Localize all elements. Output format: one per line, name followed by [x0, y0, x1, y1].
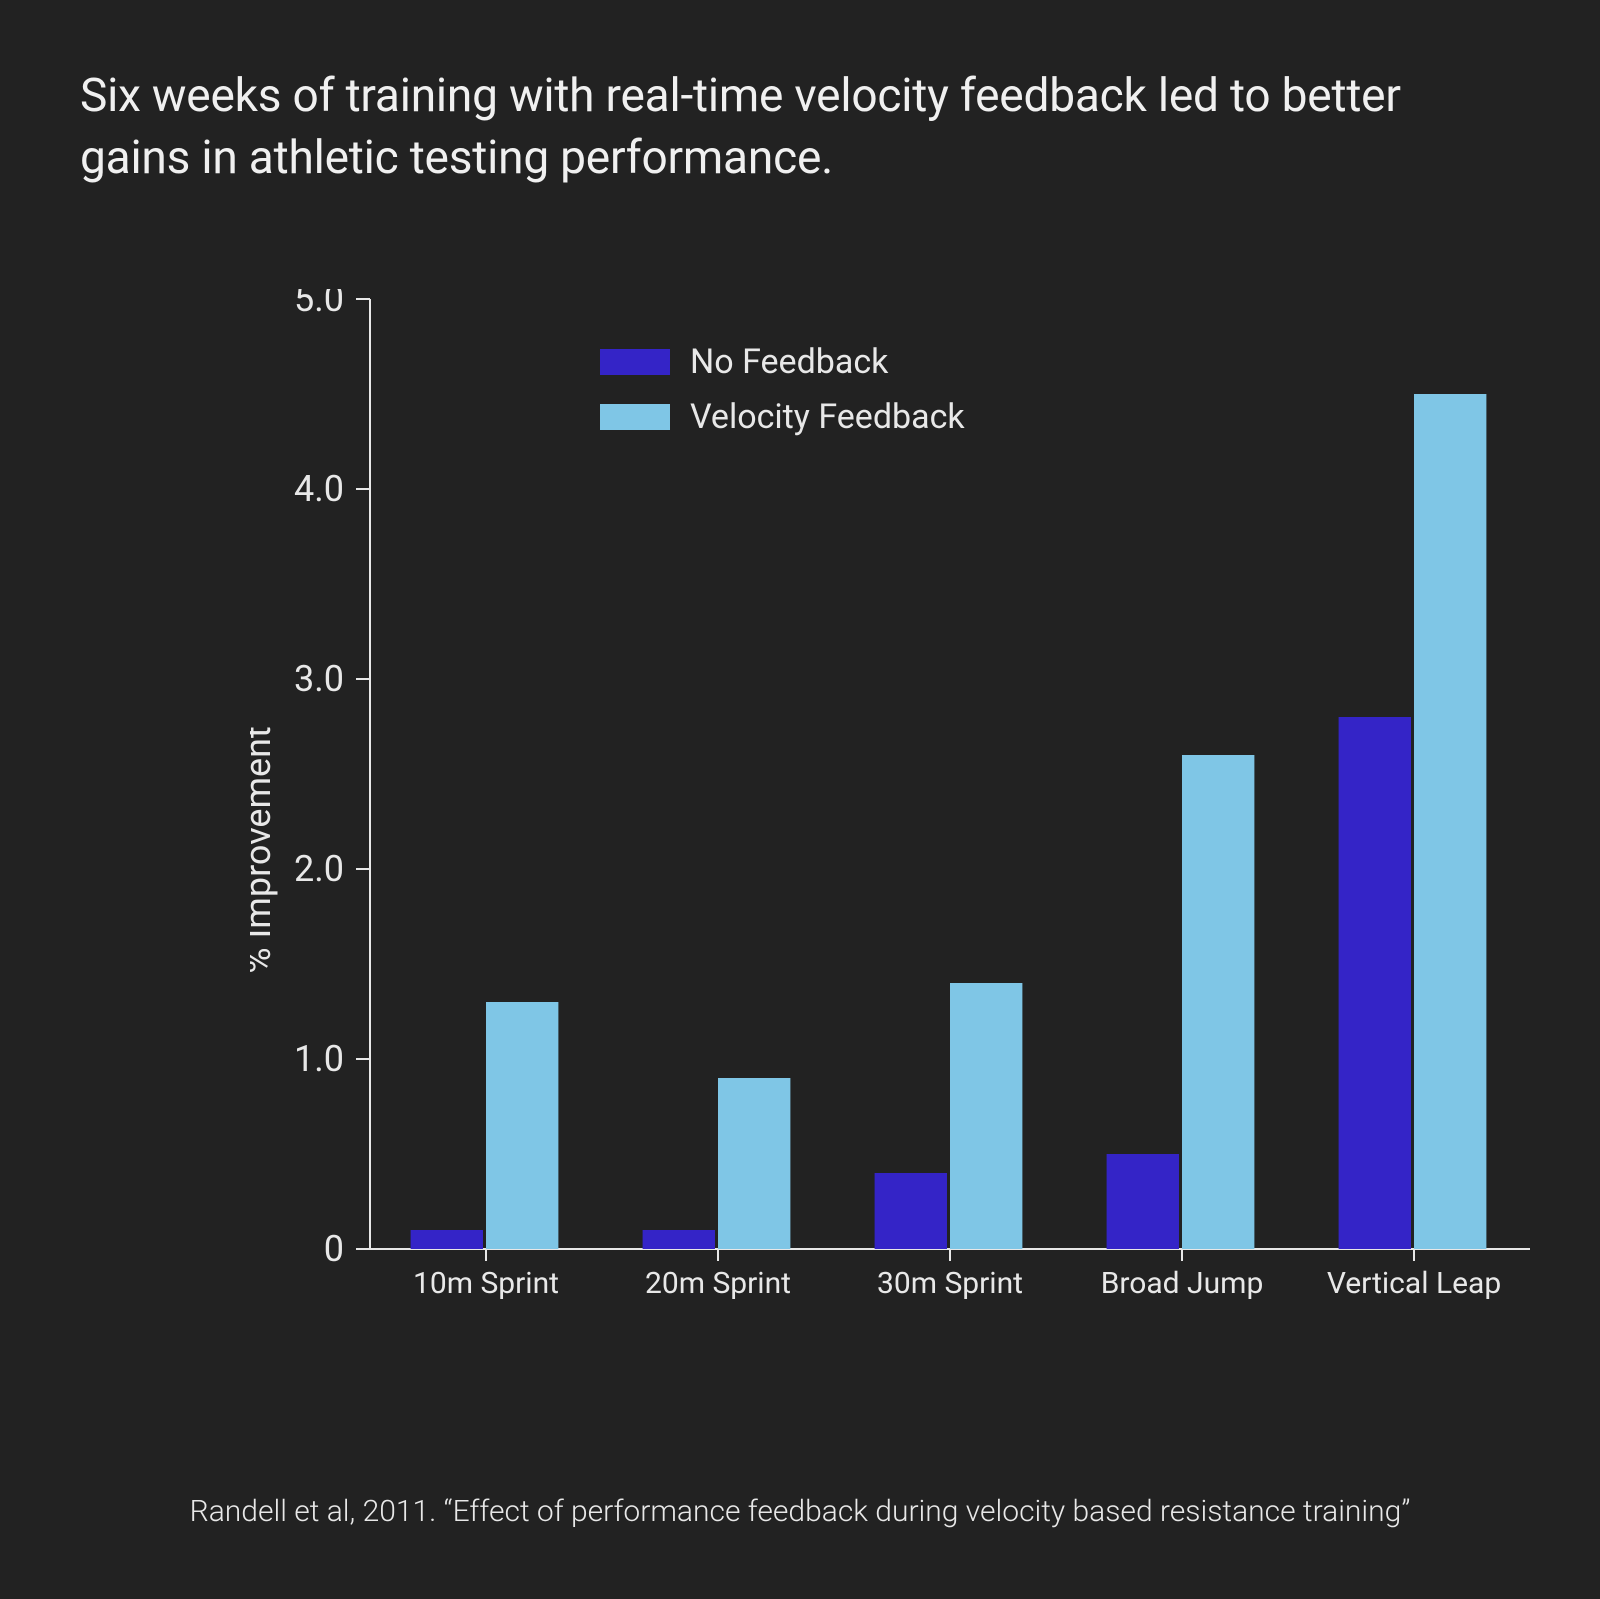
svg-text:4.0: 4.0 [294, 468, 344, 510]
citation-text: Randell et al, 2011. “Effect of performa… [80, 1494, 1520, 1529]
bar [411, 1230, 483, 1249]
bar [1107, 1154, 1179, 1249]
category-label: 10m Sprint [413, 1266, 559, 1301]
bar [643, 1230, 715, 1249]
legend-swatch [600, 349, 670, 375]
legend-label: No Feedback [690, 342, 889, 382]
legend-swatch [600, 404, 670, 430]
category-label: 20m Sprint [645, 1266, 791, 1301]
bar [950, 983, 1022, 1249]
category-label: Broad Jump [1101, 1266, 1264, 1301]
bar [1339, 717, 1411, 1249]
svg-text:5.0: 5.0 [294, 289, 344, 320]
category-label: Vertical Leap [1327, 1266, 1501, 1301]
bar [1414, 394, 1486, 1249]
chart-title: Six weeks of training with real-time vel… [80, 65, 1520, 189]
legend-label: Velocity Feedback [690, 397, 965, 437]
svg-text:3.0: 3.0 [294, 658, 344, 700]
chart-area: 0 1.0 2.0 3.0 4.0 5.0 % Improvement 10m Sprint 2… [80, 229, 1520, 1484]
svg-text:2.0: 2.0 [294, 848, 344, 890]
bar [718, 1078, 790, 1249]
y-axis-label: % Improvement [250, 726, 279, 974]
svg-text:1.0: 1.0 [294, 1038, 344, 1080]
bar [875, 1173, 947, 1249]
bar-chart-svg: 0 1.0 2.0 3.0 4.0 5.0 % Improvement 10m Sprint 2… [250, 289, 1530, 1319]
category-label: 30m Sprint [877, 1266, 1023, 1301]
bar [1182, 755, 1254, 1249]
svg-text:0: 0 [324, 1228, 344, 1270]
bar [486, 1002, 558, 1249]
